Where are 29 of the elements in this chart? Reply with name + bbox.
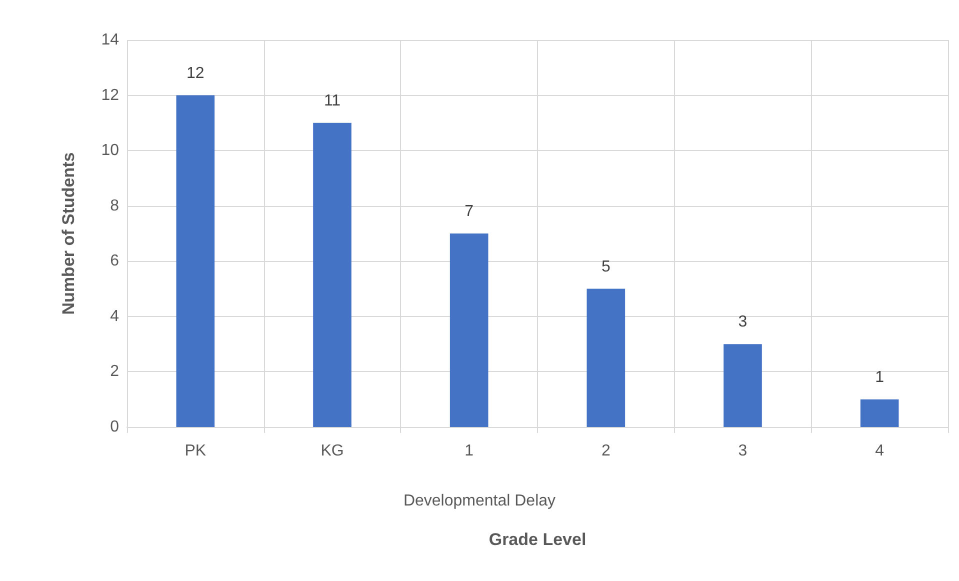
data-label: 12: [186, 64, 204, 82]
y-tick-label: 4: [110, 308, 120, 325]
bar: [313, 122, 352, 427]
data-label: 3: [738, 314, 748, 331]
y-axis-title: Number of Students: [59, 152, 78, 315]
bar: [176, 95, 215, 427]
data-label: 7: [464, 203, 474, 220]
x-tick-label: 1: [464, 442, 474, 460]
y-tick-label: 0: [110, 418, 120, 436]
y-tick-label: 14: [101, 32, 120, 48]
x-axis-title: Grade Level: [488, 530, 586, 549]
bar: [724, 344, 762, 427]
y-tick-label: 10: [101, 142, 120, 160]
data-label: 5: [601, 258, 610, 276]
text: Developmental Delay: [403, 492, 556, 510]
data-label: 11: [324, 92, 341, 110]
x-tick-label: 2: [601, 442, 610, 460]
bar: [450, 234, 488, 427]
x-tick-label: KG: [320, 442, 344, 460]
data-label: 1: [875, 368, 884, 386]
x-tick-label: PK: [184, 442, 206, 460]
y-tick-label: 2: [110, 363, 120, 380]
bar: [860, 399, 899, 427]
y-tick-label: 12: [101, 86, 120, 104]
x-tick-label: 4: [875, 442, 884, 460]
bar: [586, 288, 626, 427]
y-tick-label: 6: [110, 252, 120, 270]
x-tick-label: 3: [738, 442, 748, 460]
y-tick-label: 8: [110, 197, 120, 214]
